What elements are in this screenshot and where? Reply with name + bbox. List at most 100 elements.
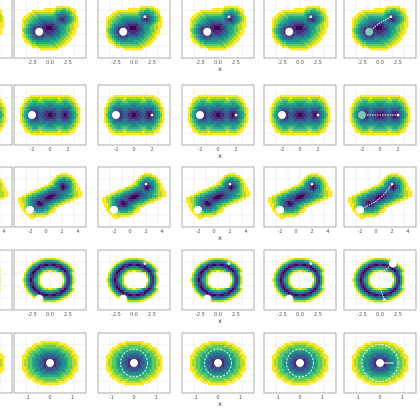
contour-field: [18, 173, 83, 220]
x-tick-label: 0.0: [296, 60, 304, 66]
particle-marker: [194, 205, 202, 214]
contour-field: [0, 177, 9, 202]
target-marker: [227, 262, 231, 265]
x-tick-label: 0: [216, 395, 219, 401]
x-axis-label: x: [218, 401, 222, 408]
target-marker: [143, 15, 147, 19]
x-tick-label: 1: [155, 395, 158, 401]
contour-field: [106, 258, 159, 303]
particle-marker: [276, 205, 284, 214]
x-tick-label: 2: [310, 229, 313, 235]
target-marker: [234, 113, 238, 117]
particle-marker: [356, 205, 364, 214]
x-tick-label: 0: [128, 229, 131, 235]
panel-r3-c0: 4: [0, 166, 13, 235]
x-tick-label: 1: [401, 395, 404, 401]
panel-frame: [343, 84, 417, 146]
contour-field: [0, 8, 5, 37]
panel-frame: [97, 166, 171, 228]
x-tick-label: 1: [239, 395, 242, 401]
panel-r1-c5: -2.5 0.0 2.5: [343, 0, 417, 66]
x-axis-label: x: [218, 153, 222, 160]
x-tick-label: 2: [316, 147, 319, 153]
contour-field: [22, 6, 79, 51]
particle-marker: [285, 27, 294, 36]
panel-frame: [263, 249, 337, 311]
panel-r2-c0: [0, 84, 13, 146]
x-tick-label: 2.5: [232, 312, 240, 318]
trajectory-path: [375, 263, 394, 300]
x-tick-label: 0: [132, 395, 135, 401]
particle-marker: [110, 205, 118, 214]
x-axis-label: x: [218, 318, 222, 325]
panel-frame: [97, 249, 171, 311]
x-tick-label: -1: [355, 395, 360, 401]
panel-frame: [13, 332, 87, 394]
target-marker: [389, 15, 393, 19]
panel-r3-c2: -2 0 2 4: [97, 166, 171, 235]
panel-r4-c1: -2.5 0.0 2.5: [13, 249, 87, 318]
x-tick-label: 2.5: [64, 312, 72, 318]
x-tick-label: 0: [378, 395, 381, 401]
panel-frame: [0, 332, 13, 394]
particle-marker: [203, 27, 212, 36]
target-marker: [396, 113, 400, 117]
contour-field: [352, 6, 409, 51]
x-tick-label: 2.5: [148, 60, 156, 66]
panel-frame: [343, 0, 417, 59]
particle-marker: [278, 111, 286, 119]
particle-marker: [35, 294, 44, 303]
panel-r5-c0: [0, 332, 13, 394]
target-marker: [309, 15, 313, 19]
panel-frame: [97, 332, 171, 394]
particle-marker: [203, 294, 212, 303]
panel-r4-c5: -2.5 0.0 2.5: [343, 249, 417, 318]
panel-frame: [343, 249, 417, 311]
x-tick-label: 2: [144, 229, 147, 235]
x-tick-label: 2.5: [64, 60, 72, 66]
panel-r3-c4: -2 0 2 4: [263, 166, 337, 235]
contour-field: [190, 258, 243, 303]
particle-marker: [365, 27, 374, 36]
x-tick-label: 4: [2, 229, 5, 235]
panel-frame: [13, 0, 87, 59]
x-axis-label: x: [218, 235, 222, 242]
particle-marker: [119, 27, 128, 36]
panel-frame: [97, 84, 171, 146]
contour-field: [272, 258, 325, 303]
x-tick-label: -2.5: [277, 312, 287, 318]
target-marker: [383, 298, 386, 301]
contour-field: [22, 258, 75, 303]
particle-marker: [376, 359, 384, 367]
x-tick-label: 0: [48, 147, 51, 153]
x-tick-label: -2.5: [111, 60, 121, 66]
panel-frame: [13, 166, 87, 228]
x-tick-label: 2: [66, 147, 69, 153]
particle-marker: [388, 259, 397, 268]
panel-r2-c3: -2 0 2: [181, 84, 255, 153]
panel-r5-c4: -1 0 1: [263, 332, 337, 401]
particle-marker: [130, 359, 138, 367]
x-tick-label: -2: [30, 147, 35, 153]
panel-frame: [343, 166, 417, 228]
panel-r2-c2: -2 0 2: [97, 84, 171, 153]
panel-frame: [13, 84, 87, 146]
x-tick-label: -2: [114, 147, 119, 153]
panel-frame: [263, 332, 337, 394]
target-marker: [316, 113, 320, 117]
contour-field: [268, 173, 333, 220]
panel-r2-c1: -2 0 2: [13, 84, 87, 153]
x-tick-label: -1: [25, 395, 30, 401]
x-tick-label: -2.5: [195, 312, 205, 318]
x-tick-label: -1: [275, 395, 280, 401]
x-tick-label: 4: [244, 229, 247, 235]
contour-field: [190, 6, 247, 51]
x-tick-label: 2.5: [394, 60, 402, 66]
target-marker: [310, 182, 314, 186]
x-tick-label: 2: [396, 147, 399, 153]
particle-marker: [196, 111, 204, 119]
particle-marker: [296, 359, 304, 367]
particle-marker: [26, 205, 34, 214]
x-tick-label: -2: [112, 229, 117, 235]
x-tick-label: 2: [150, 147, 153, 153]
